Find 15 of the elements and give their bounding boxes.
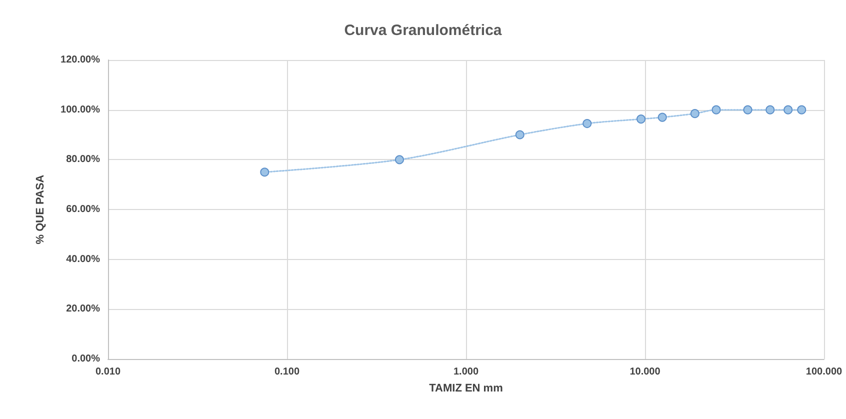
y-tick-label: 120.00% <box>60 54 100 66</box>
y-tick-label: 60.00% <box>66 204 100 215</box>
y-tick-label: 100.00% <box>60 104 100 116</box>
y-tick-label: 80.00% <box>66 154 100 166</box>
chart-title: Curva Granulométrica <box>344 22 502 39</box>
x-tick-label: 10.000 <box>630 366 661 378</box>
x-tick-label: 0.100 <box>274 366 300 378</box>
y-tick-label: 40.00% <box>66 254 100 265</box>
x-tick-label: 100.000 <box>806 366 843 378</box>
y-axis-title: % QUE PASA <box>34 174 46 244</box>
x-tick-label: 0.010 <box>95 366 121 378</box>
x-tick-label: 1.000 <box>453 366 479 378</box>
x-axis-title: TAMIZ EN mm <box>429 382 504 394</box>
y-tick-label: 20.00% <box>66 304 100 315</box>
y-tick-label: 0.00% <box>72 354 100 364</box>
